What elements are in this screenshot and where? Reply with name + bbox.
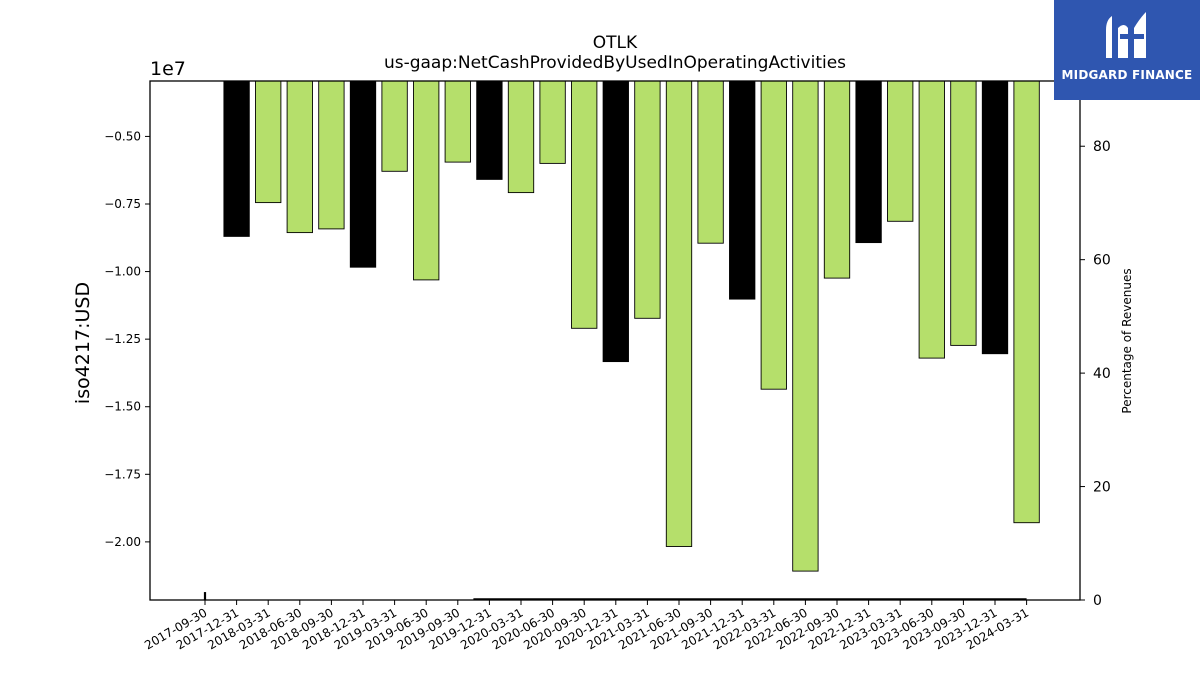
bar — [729, 80, 756, 300]
y-axis-label: iso4217:USD — [72, 282, 94, 404]
bar — [286, 80, 313, 234]
y2-tick-label: 80 — [1093, 139, 1111, 155]
bar — [855, 80, 882, 244]
bar — [918, 80, 945, 359]
y-multiplier: 1e7 — [150, 58, 186, 80]
percent-series — [203, 592, 1027, 601]
bar — [349, 80, 377, 268]
bar — [760, 80, 787, 390]
bar — [950, 80, 977, 346]
y-tick-label: −1.50 — [104, 400, 141, 414]
left-axis: −2.00 −1.75 −1.50 −1.25 −1.00 −0.75 −0.50 — [104, 129, 150, 549]
bar — [381, 80, 408, 172]
y2-axis-label: Percentage of Revenues — [1120, 268, 1134, 413]
bar — [444, 80, 471, 163]
bar — [318, 80, 345, 230]
bar — [476, 80, 503, 180]
y-tick-label: −1.75 — [104, 467, 141, 481]
y-tick-label: −1.00 — [104, 265, 141, 279]
y-tick-label: −1.25 — [104, 332, 141, 346]
bar — [981, 80, 1009, 355]
bar — [255, 80, 282, 204]
chart-title: OTLK — [593, 33, 638, 53]
bar — [223, 80, 250, 237]
bar — [792, 80, 819, 572]
y-tick-label: −2.00 — [104, 535, 141, 549]
y2-tick-label: 20 — [1093, 480, 1111, 496]
y-tick-label: −0.75 — [104, 197, 141, 211]
bar — [1013, 80, 1040, 524]
chart-subtitle: us-gaap:NetCashProvidedByUsedInOperating… — [384, 53, 846, 73]
bar — [665, 80, 693, 547]
bar — [413, 80, 440, 281]
y2-tick-label: 0 — [1093, 593, 1102, 609]
bars — [223, 80, 1040, 572]
bar — [887, 80, 914, 222]
right-axis: 0 20 40 60 80 — [1080, 139, 1111, 609]
logo-mark-icon — [1106, 12, 1146, 58]
y2-tick-label: 40 — [1093, 366, 1111, 382]
bar — [823, 80, 851, 279]
y-tick-label: −0.50 — [104, 129, 141, 143]
logo-text: MIDGARD FINANCE — [1061, 68, 1193, 82]
bar — [697, 80, 724, 244]
bar — [634, 80, 661, 319]
bar — [571, 80, 598, 329]
x-axis: 2017-09-302017-12-312018-03-312018-06-30… — [142, 600, 1031, 652]
y2-tick-label: 60 — [1093, 253, 1111, 269]
bar — [507, 80, 535, 194]
brand-logo: MIDGARD FINANCE — [1054, 0, 1200, 100]
plot-frame — [149, 80, 1081, 601]
bar — [539, 80, 566, 164]
bar — [602, 80, 629, 363]
